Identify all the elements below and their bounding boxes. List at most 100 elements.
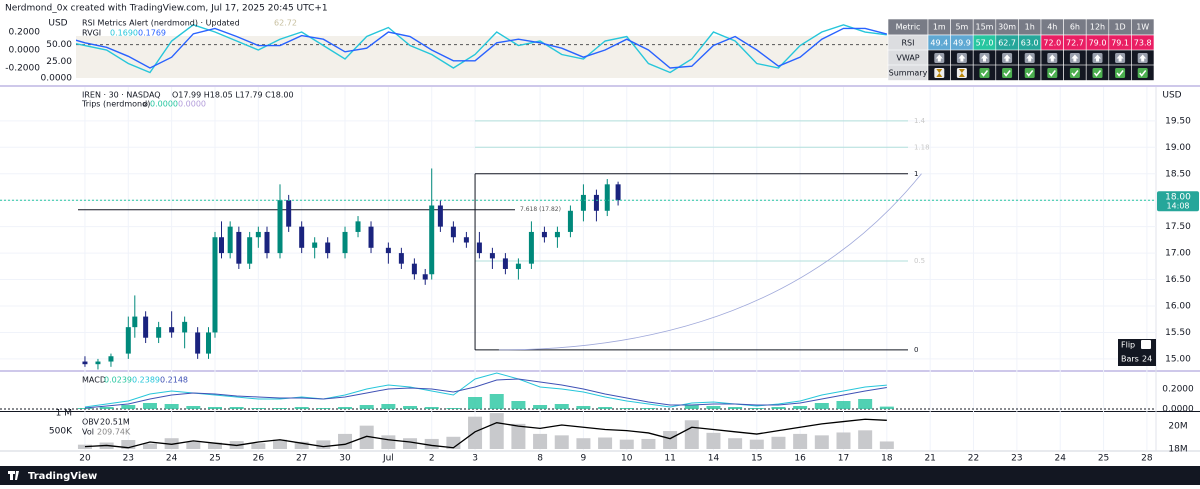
ohlc: O17.99 H18.05 L17.79 C18.00 bbox=[172, 91, 294, 100]
table-header: 15m bbox=[976, 23, 994, 32]
title-value: 20.51M bbox=[100, 418, 130, 427]
candle-body bbox=[169, 327, 175, 333]
volume-bar bbox=[424, 438, 439, 449]
summary-icon-bg bbox=[934, 68, 945, 78]
candle-body bbox=[247, 237, 253, 264]
summary-icon bbox=[936, 69, 943, 77]
y-tick-label: 19.00 bbox=[1165, 143, 1191, 153]
y-tick-label: 17.50 bbox=[1165, 222, 1191, 232]
candle-body bbox=[411, 263, 417, 275]
candle-body bbox=[342, 231, 348, 254]
histogram-bar bbox=[99, 407, 114, 409]
histogram-bar bbox=[359, 405, 374, 409]
volume-bar bbox=[468, 416, 483, 449]
table-row-label: Summary bbox=[889, 69, 928, 78]
histogram-bar bbox=[381, 404, 396, 409]
x-tick-label: 28 bbox=[1141, 454, 1153, 464]
summary-icon bbox=[1116, 70, 1124, 77]
legend-value: 0.1769 bbox=[138, 29, 166, 38]
volume-bar bbox=[251, 443, 266, 449]
table-header: 1h bbox=[1025, 23, 1035, 32]
summary-icon-bg bbox=[1092, 68, 1103, 78]
indicator-symbol: ⌀ bbox=[143, 100, 148, 109]
volume-bar bbox=[749, 439, 764, 449]
candle-body bbox=[489, 253, 495, 259]
histogram-bar bbox=[793, 406, 808, 409]
x-tick-label: 14 bbox=[708, 454, 720, 464]
rsi-band bbox=[76, 36, 888, 78]
histogram-bar bbox=[533, 405, 548, 409]
summary-icon bbox=[1139, 70, 1147, 77]
y-tick-label: 15.00 bbox=[1165, 354, 1191, 364]
table-row-label: VWAP bbox=[896, 54, 919, 63]
table-header: 4h bbox=[1047, 23, 1057, 32]
summary-icon-bg bbox=[1024, 68, 1035, 78]
histogram-bar bbox=[316, 408, 331, 409]
macd-line bbox=[84, 378, 887, 409]
y-tick-label: 1 M bbox=[56, 409, 72, 419]
volume-bar bbox=[338, 433, 353, 449]
vwap-icon bbox=[981, 54, 988, 62]
candle-body bbox=[195, 332, 201, 354]
volume-bar bbox=[142, 443, 157, 449]
volume-bar bbox=[814, 435, 829, 449]
price-tag-label: 18.00 bbox=[1165, 193, 1191, 203]
histogram-bar bbox=[403, 406, 418, 409]
y-tick-label: 19.50 bbox=[1165, 116, 1191, 126]
vwap-icon bbox=[1026, 54, 1034, 62]
x-tick-label: 21 bbox=[924, 454, 935, 464]
legend-name: RVGI bbox=[82, 29, 101, 38]
table-header: 6h bbox=[1070, 23, 1080, 32]
price-tag bbox=[1157, 191, 1199, 212]
summary-icon bbox=[1093, 70, 1102, 77]
candle-body bbox=[385, 247, 391, 254]
vwap-icon bbox=[935, 54, 943, 62]
rvgi-line bbox=[76, 27, 888, 69]
legend-value: 0.2389 bbox=[132, 376, 160, 385]
candle-body bbox=[422, 274, 428, 280]
histogram-bar bbox=[338, 407, 353, 409]
volume-bar bbox=[511, 423, 526, 449]
candle-body bbox=[143, 316, 149, 338]
volume-bar bbox=[728, 438, 743, 449]
volume-bar bbox=[663, 431, 678, 449]
y2-tick-label: 50.00 bbox=[46, 40, 72, 50]
rsi-pane bbox=[76, 24, 888, 74]
macd-pane bbox=[0, 372, 1156, 410]
candle-body bbox=[82, 361, 88, 365]
candle-body bbox=[398, 253, 404, 264]
x-tick-label: 8 bbox=[537, 454, 543, 464]
candle-body bbox=[429, 205, 435, 275]
y2-tick-label: 25.00 bbox=[46, 57, 72, 67]
volume-bar bbox=[576, 438, 591, 449]
candle-body bbox=[580, 194, 586, 211]
rvgi-line bbox=[76, 24, 887, 74]
histogram-bar bbox=[554, 404, 569, 409]
vwap-icon bbox=[1071, 54, 1079, 62]
volume-bar bbox=[836, 432, 851, 449]
table-value: 79.1 bbox=[1111, 39, 1129, 48]
volume-bar bbox=[771, 436, 786, 449]
histogram-bar bbox=[728, 407, 743, 409]
panes: 20 23 24 25 26 27 30 Jul 2 3 8 9 10 11 14 15 16 17 18 21 22 2… bbox=[0, 19, 1199, 464]
vwap-icon bbox=[958, 54, 966, 62]
table-header: 1W bbox=[1136, 23, 1149, 32]
brand: TradingView bbox=[28, 471, 97, 482]
x-tick-label: 23 bbox=[1011, 454, 1022, 464]
candle-body bbox=[227, 226, 233, 254]
y-tick-label: 0.0000 bbox=[1162, 405, 1194, 415]
histogram-bar bbox=[749, 408, 764, 409]
x-tick-label: 24 bbox=[166, 454, 178, 464]
candle-body bbox=[205, 332, 211, 354]
x-tick-label: 24 bbox=[1054, 454, 1066, 464]
histogram-bar bbox=[446, 408, 461, 409]
summary-icon-bg bbox=[1002, 68, 1013, 78]
candle-body bbox=[502, 258, 508, 269]
table-header: 1m bbox=[933, 23, 946, 32]
y-tick-label: 0.2000 bbox=[1162, 385, 1194, 395]
volume-bar bbox=[77, 444, 92, 449]
x-tick-label: 17 bbox=[838, 454, 849, 464]
y-tick-label: 0.2000 bbox=[9, 28, 41, 38]
